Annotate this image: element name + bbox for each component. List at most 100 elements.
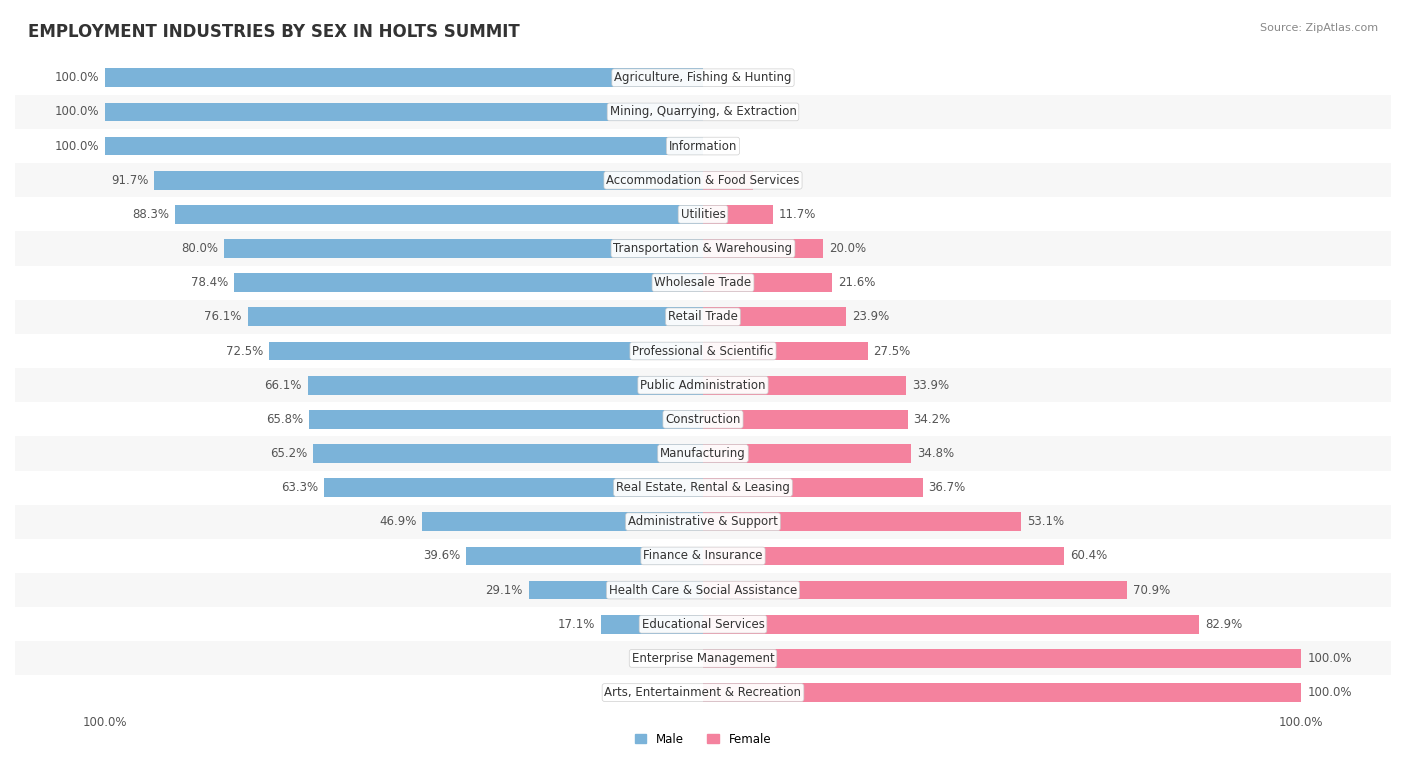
Text: 8.3%: 8.3%: [759, 174, 789, 186]
Text: 65.8%: 65.8%: [266, 413, 304, 426]
Bar: [15, 129, 1391, 163]
Bar: [15, 163, 1391, 197]
Bar: [233, 274, 703, 292]
Text: Health Care & Social Assistance: Health Care & Social Assistance: [609, 584, 797, 597]
Bar: [15, 437, 1391, 471]
Text: Retail Trade: Retail Trade: [668, 310, 738, 323]
Bar: [703, 171, 752, 190]
Text: 36.7%: 36.7%: [928, 481, 966, 494]
Text: 100.0%: 100.0%: [1308, 686, 1351, 699]
Bar: [15, 471, 1391, 505]
Text: Educational Services: Educational Services: [641, 618, 765, 631]
Text: Professional & Scientific: Professional & Scientific: [633, 344, 773, 357]
Text: 88.3%: 88.3%: [132, 208, 169, 221]
Bar: [15, 95, 1391, 129]
Bar: [703, 649, 1302, 667]
Bar: [703, 342, 868, 361]
Bar: [15, 197, 1391, 232]
Bar: [15, 641, 1391, 675]
Text: 72.5%: 72.5%: [226, 344, 263, 357]
Text: Wholesale Trade: Wholesale Trade: [654, 276, 752, 289]
Bar: [225, 239, 703, 258]
Text: 78.4%: 78.4%: [191, 276, 228, 289]
Bar: [703, 376, 905, 395]
Text: 27.5%: 27.5%: [873, 344, 911, 357]
Text: 70.9%: 70.9%: [1133, 584, 1170, 597]
Bar: [104, 137, 703, 155]
Legend: Male, Female: Male, Female: [630, 728, 776, 751]
Bar: [15, 368, 1391, 402]
Bar: [703, 478, 922, 497]
Bar: [174, 205, 703, 224]
Bar: [703, 274, 832, 292]
Bar: [15, 539, 1391, 573]
Text: Construction: Construction: [665, 413, 741, 426]
Text: Administrative & Support: Administrative & Support: [628, 515, 778, 528]
Bar: [703, 683, 1302, 702]
Bar: [15, 573, 1391, 607]
Text: 91.7%: 91.7%: [111, 174, 149, 186]
Text: Finance & Insurance: Finance & Insurance: [644, 549, 762, 563]
Bar: [15, 334, 1391, 368]
Text: 17.1%: 17.1%: [557, 618, 595, 631]
Bar: [270, 342, 703, 361]
Bar: [703, 239, 823, 258]
Text: 100.0%: 100.0%: [55, 106, 98, 118]
Text: Agriculture, Fishing & Hunting: Agriculture, Fishing & Hunting: [614, 71, 792, 84]
Text: 65.2%: 65.2%: [270, 447, 307, 460]
Text: 53.1%: 53.1%: [1026, 515, 1064, 528]
Text: 23.9%: 23.9%: [852, 310, 889, 323]
Text: Accommodation & Food Services: Accommodation & Food Services: [606, 174, 800, 186]
Text: EMPLOYMENT INDUSTRIES BY SEX IN HOLTS SUMMIT: EMPLOYMENT INDUSTRIES BY SEX IN HOLTS SU…: [28, 23, 520, 41]
Bar: [703, 410, 908, 429]
Bar: [15, 402, 1391, 437]
Text: 11.7%: 11.7%: [779, 208, 817, 221]
Bar: [703, 308, 846, 326]
Bar: [600, 615, 703, 633]
Text: Manufacturing: Manufacturing: [661, 447, 745, 460]
Text: Arts, Entertainment & Recreation: Arts, Entertainment & Recreation: [605, 686, 801, 699]
Text: 46.9%: 46.9%: [380, 515, 416, 528]
Bar: [703, 444, 911, 463]
Text: 60.4%: 60.4%: [1070, 549, 1108, 563]
Bar: [314, 444, 703, 463]
Bar: [703, 580, 1128, 600]
Text: 100.0%: 100.0%: [1308, 652, 1351, 665]
Bar: [15, 675, 1391, 709]
Bar: [247, 308, 703, 326]
Text: 76.1%: 76.1%: [204, 310, 242, 323]
Bar: [703, 615, 1199, 633]
Text: 63.3%: 63.3%: [281, 481, 318, 494]
Text: Enterprise Management: Enterprise Management: [631, 652, 775, 665]
Bar: [155, 171, 703, 190]
Text: 21.6%: 21.6%: [838, 276, 876, 289]
Text: Information: Information: [669, 140, 737, 152]
Text: Source: ZipAtlas.com: Source: ZipAtlas.com: [1260, 23, 1378, 33]
Text: 20.0%: 20.0%: [828, 242, 866, 255]
Bar: [309, 410, 703, 429]
Text: 100.0%: 100.0%: [55, 140, 98, 152]
Text: 29.1%: 29.1%: [485, 584, 523, 597]
Text: Real Estate, Rental & Leasing: Real Estate, Rental & Leasing: [616, 481, 790, 494]
Bar: [15, 266, 1391, 300]
Text: 33.9%: 33.9%: [912, 378, 949, 392]
Bar: [104, 68, 703, 87]
Bar: [15, 232, 1391, 266]
Bar: [703, 205, 773, 224]
Bar: [703, 546, 1064, 566]
Bar: [308, 376, 703, 395]
Bar: [465, 546, 703, 566]
Text: 100.0%: 100.0%: [55, 71, 98, 84]
Bar: [15, 300, 1391, 334]
Text: 80.0%: 80.0%: [181, 242, 218, 255]
Text: 66.1%: 66.1%: [264, 378, 301, 392]
Text: Transportation & Warehousing: Transportation & Warehousing: [613, 242, 793, 255]
Text: 34.2%: 34.2%: [914, 413, 950, 426]
Text: 34.8%: 34.8%: [917, 447, 955, 460]
Text: 100.0%: 100.0%: [83, 716, 127, 730]
Bar: [15, 607, 1391, 641]
Bar: [703, 512, 1021, 531]
Text: 82.9%: 82.9%: [1205, 618, 1241, 631]
Bar: [15, 61, 1391, 95]
Bar: [422, 512, 703, 531]
